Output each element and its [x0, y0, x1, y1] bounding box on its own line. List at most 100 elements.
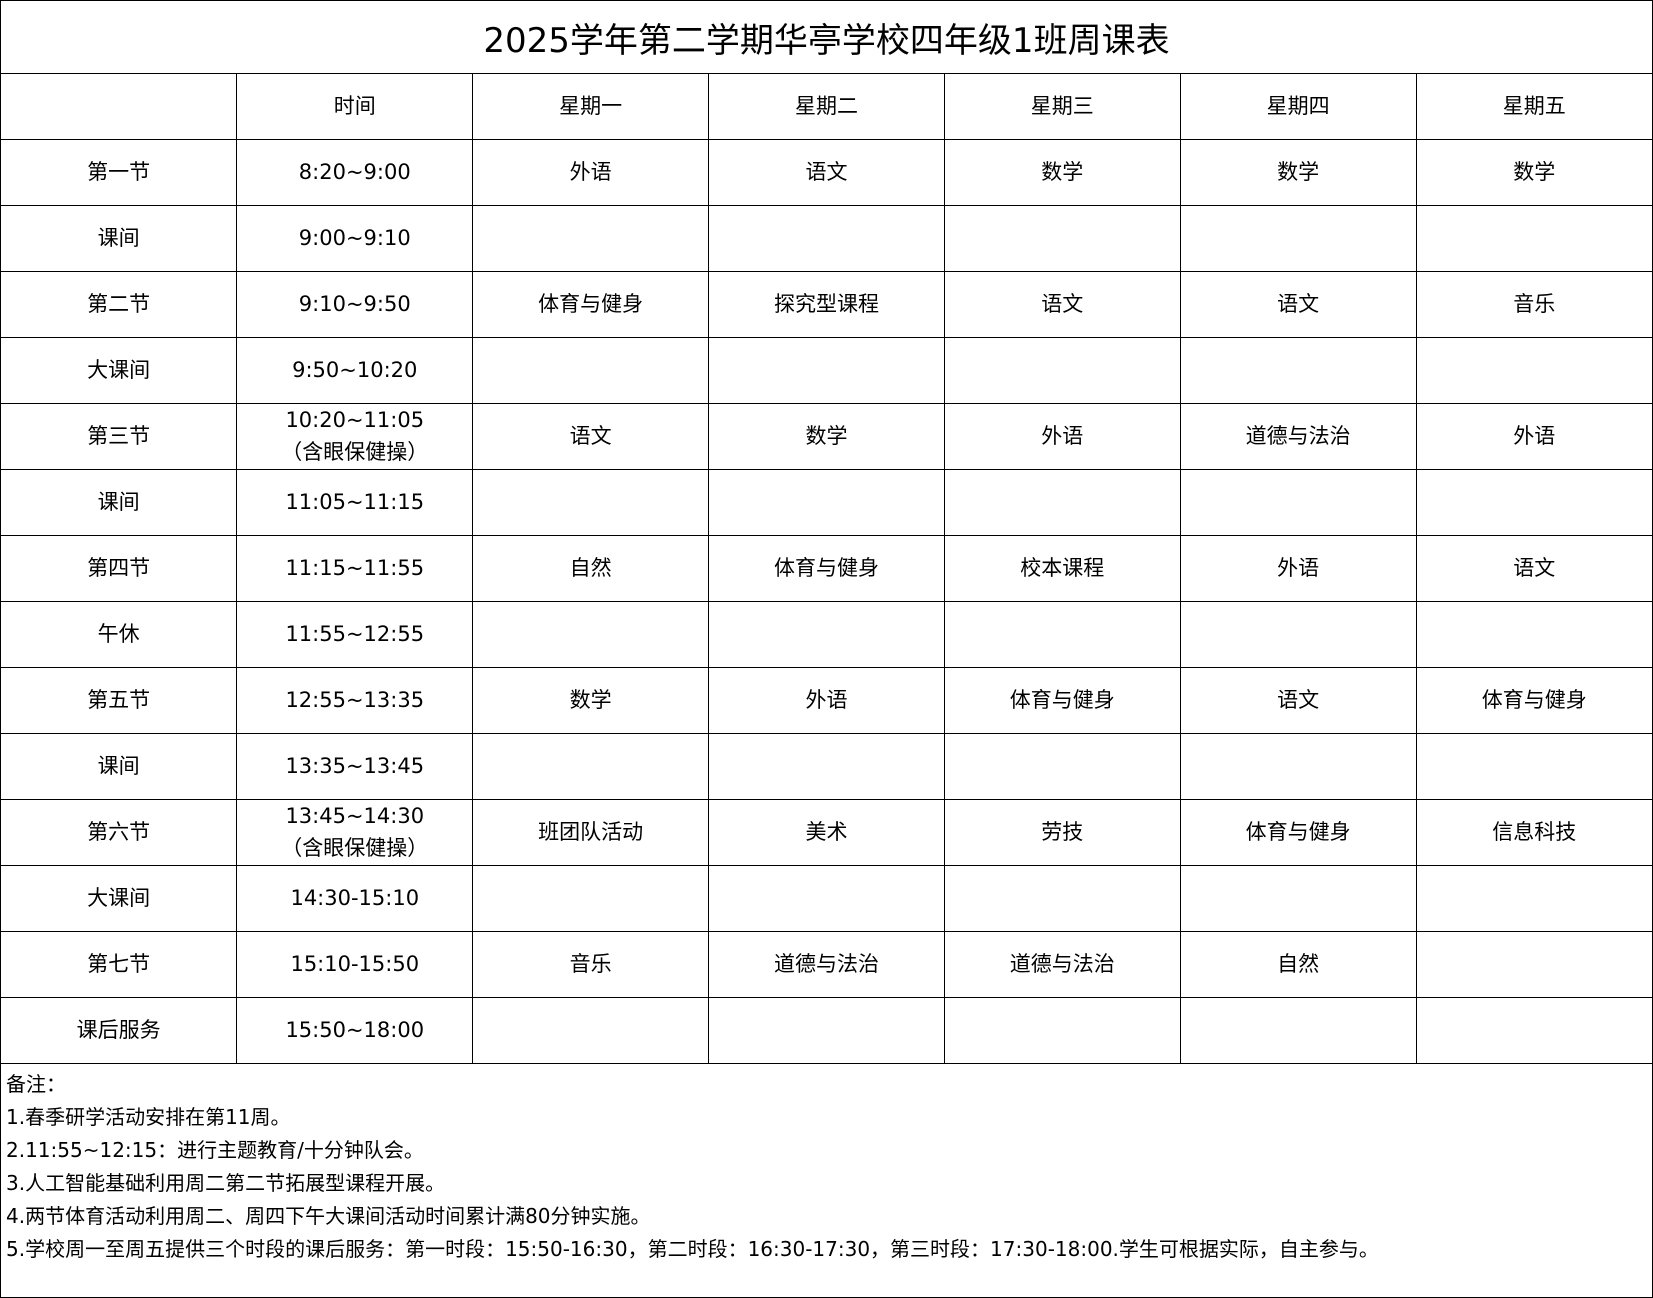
time-cell: 10:20~11:05 （含眼保健操）	[236, 403, 474, 470]
table-row: 第五节 12:55~13:35 数学 外语 体育与健身 语文 体育与健身	[1, 667, 1652, 734]
course-cell	[1415, 469, 1652, 536]
course-cell: 音乐	[1415, 271, 1652, 338]
time-range: 9:00~9:10	[298, 225, 411, 250]
notes: 备注： 1.春季研学活动安排在第11周。 2.11:55~12:15：进行主题教…	[1, 1064, 1652, 1270]
page-title: 2025学年第二学期华亭学校四年级1班周课表	[1, 1, 1652, 74]
course-cell: 班团队活动	[472, 799, 710, 866]
header-cell: 星期一	[472, 74, 710, 140]
table-row: 大课间 9:50~10:20	[1, 337, 1652, 404]
course-cell	[1179, 733, 1417, 800]
time-range: 14:30-15:10	[290, 885, 420, 910]
course-cell: 数学	[1179, 139, 1417, 206]
period-cell: 课间	[1, 205, 238, 272]
course-cell: 数学	[472, 667, 710, 734]
course-cell	[1415, 733, 1652, 800]
period-cell: 大课间	[1, 865, 238, 932]
course-cell	[472, 601, 710, 668]
course-cell: 外语	[708, 667, 945, 734]
period-cell: 第六节	[1, 799, 238, 866]
course-cell	[1415, 337, 1652, 404]
period-cell: 第二节	[1, 271, 238, 338]
header-cell	[1, 74, 238, 140]
course-cell	[708, 205, 945, 272]
time-range: 8:20~9:00	[298, 159, 411, 184]
course-cell	[472, 469, 710, 536]
course-cell: 校本课程	[943, 535, 1181, 602]
course-cell	[943, 205, 1181, 272]
period-cell: 课后服务	[1, 997, 238, 1064]
course-cell: 体育与健身	[1179, 799, 1417, 866]
course-cell: 自然	[1179, 931, 1417, 998]
header-cell: 星期三	[943, 74, 1181, 140]
course-cell	[1179, 601, 1417, 668]
course-cell: 道德与法治	[1179, 403, 1417, 470]
notes-label: 备注：	[6, 1072, 66, 1096]
period-cell: 大课间	[1, 337, 238, 404]
course-cell: 语文	[1415, 535, 1652, 602]
time-range: 12:55~13:35	[285, 687, 425, 712]
note-item: 1.春季研学活动安排在第11周。	[6, 1105, 291, 1129]
course-cell	[472, 733, 710, 800]
period-cell: 第七节	[1, 931, 238, 998]
course-cell	[943, 865, 1181, 932]
table-row: 第四节 11:15~11:55 自然 体育与健身 校本课程 外语 语文	[1, 535, 1652, 602]
timetable: 时间 星期一 星期二 星期三 星期四 星期五 第一节 8:20~9:00 外语 语文数…	[1, 74, 1652, 1064]
time-range: 11:15~11:55	[285, 555, 425, 580]
course-cell	[1415, 997, 1652, 1064]
course-cell	[943, 337, 1181, 404]
course-cell: 数学	[1415, 139, 1652, 206]
course-cell	[1179, 205, 1417, 272]
note-item: 5.学校周一至周五提供三个时段的课后服务：第一时段：15:50-16:30，第二…	[6, 1237, 1379, 1261]
course-cell	[708, 997, 945, 1064]
course-cell: 道德与法治	[943, 931, 1181, 998]
time-cell: 9:10~9:50	[236, 271, 474, 338]
period-cell: 第四节	[1, 535, 238, 602]
course-cell: 劳技	[943, 799, 1181, 866]
course-cell: 数学	[943, 139, 1181, 206]
time-range: 9:50~10:20	[292, 357, 418, 382]
time-cell: 9:50~10:20	[236, 337, 474, 404]
course-cell: 语文	[708, 139, 945, 206]
course-cell: 数学	[708, 403, 945, 470]
course-cell	[472, 337, 710, 404]
course-cell	[943, 997, 1181, 1064]
period-cell: 午休	[1, 601, 238, 668]
course-cell	[1415, 205, 1652, 272]
table-row: 第二节 9:10~9:50 体育与健身 探究型课程 语文 语文 音乐	[1, 271, 1652, 338]
course-cell	[1179, 469, 1417, 536]
course-cell: 美术	[708, 799, 945, 866]
time-cell: 11:15~11:55	[236, 535, 474, 602]
course-cell: 道德与法治	[708, 931, 945, 998]
header-cell: 星期五	[1415, 74, 1652, 140]
course-cell: 外语	[472, 139, 710, 206]
course-cell: 语文	[472, 403, 710, 470]
course-cell	[1415, 601, 1652, 668]
time-cell: 13:35~13:45	[236, 733, 474, 800]
time-range: 10:20~11:05	[285, 408, 425, 432]
table-row: 课间 13:35~13:45	[1, 733, 1652, 800]
course-cell: 语文	[1179, 271, 1417, 338]
course-cell	[943, 733, 1181, 800]
course-cell	[708, 865, 945, 932]
course-cell: 外语	[943, 403, 1181, 470]
time-range: 11:55~12:55	[285, 621, 425, 646]
table-row: 第一节 8:20~9:00 外语 语文 数学 数学 数学	[1, 139, 1652, 206]
course-cell	[1415, 865, 1652, 932]
header-row: 时间 星期一 星期二 星期三 星期四 星期五	[1, 74, 1652, 140]
period-cell: 课间	[1, 733, 238, 800]
header-cell: 星期四	[1179, 74, 1417, 140]
table-row: 课后服务 15:50~18:00	[1, 997, 1652, 1064]
course-cell	[1179, 865, 1417, 932]
time-cell: 8:20~9:00	[236, 139, 474, 206]
time-range: 15:50~18:00	[285, 1017, 425, 1042]
course-cell: 信息科技	[1415, 799, 1652, 866]
course-cell: 体育与健身	[1415, 667, 1652, 734]
course-cell	[472, 997, 710, 1064]
note-item: 2.11:55~12:15：进行主题教育/十分钟队会。	[6, 1138, 424, 1162]
course-cell	[1179, 337, 1417, 404]
time-range: 11:05~11:15	[285, 489, 425, 514]
time-cell: 12:55~13:35	[236, 667, 474, 734]
course-cell	[1415, 931, 1652, 998]
course-cell	[708, 733, 945, 800]
